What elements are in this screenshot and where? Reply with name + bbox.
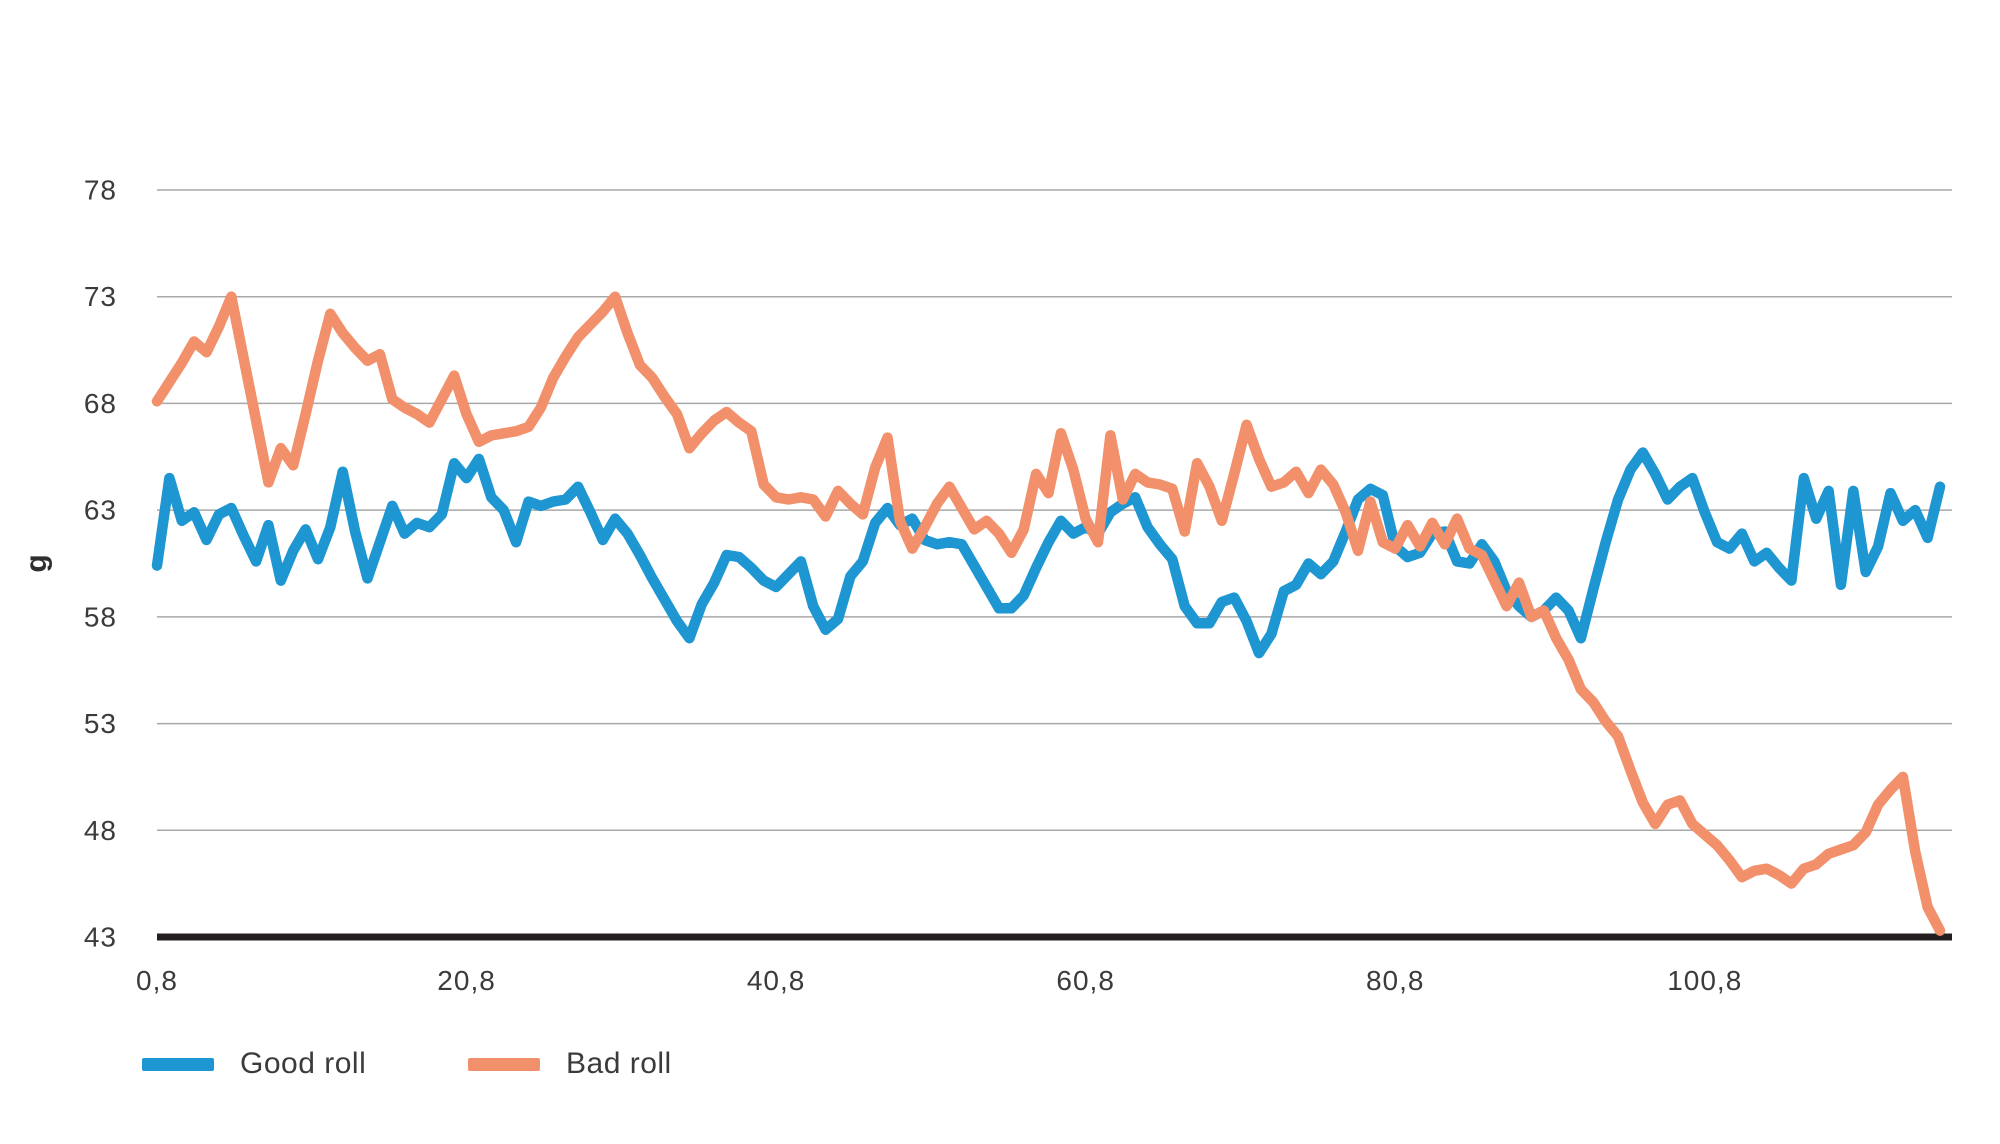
y-tick-label: 73: [84, 281, 117, 312]
x-tick-label: 100,8: [1667, 965, 1742, 996]
legend-label-good-roll: Good roll: [240, 1047, 367, 1080]
good-roll-swatch-icon: [142, 1057, 214, 1071]
legend-item-bad-roll[interactable]: Bad roll: [468, 1040, 672, 1088]
chart-legend: Good roll Bad roll cm: [0, 1040, 2000, 1088]
x-tick-label: 20,8: [437, 965, 496, 996]
y-tick-label: 58: [84, 601, 117, 632]
legend-label-bad-roll: Bad roll: [566, 1047, 672, 1080]
y-axis-unit-label: g: [20, 554, 53, 572]
x-tick-label: 0,8: [136, 965, 178, 996]
series-line-good-roll: [151, 447, 1946, 659]
y-tick-label: 43: [84, 922, 117, 953]
legend-item-good-roll[interactable]: Good roll: [142, 1040, 366, 1088]
series-line-bad-roll: [151, 291, 1946, 936]
y-tick-label: 78: [84, 175, 117, 206]
x-tick-label: 80,8: [1366, 965, 1425, 996]
y-tick-label: 53: [84, 708, 117, 739]
y-tick-label: 63: [84, 495, 117, 526]
bad-roll-swatch-icon: [468, 1057, 540, 1071]
x-tick-label: 60,8: [1056, 965, 1115, 996]
y-tick-label: 48: [84, 815, 117, 846]
y-tick-label: 68: [84, 388, 117, 419]
x-tick-label: 40,8: [747, 965, 806, 996]
